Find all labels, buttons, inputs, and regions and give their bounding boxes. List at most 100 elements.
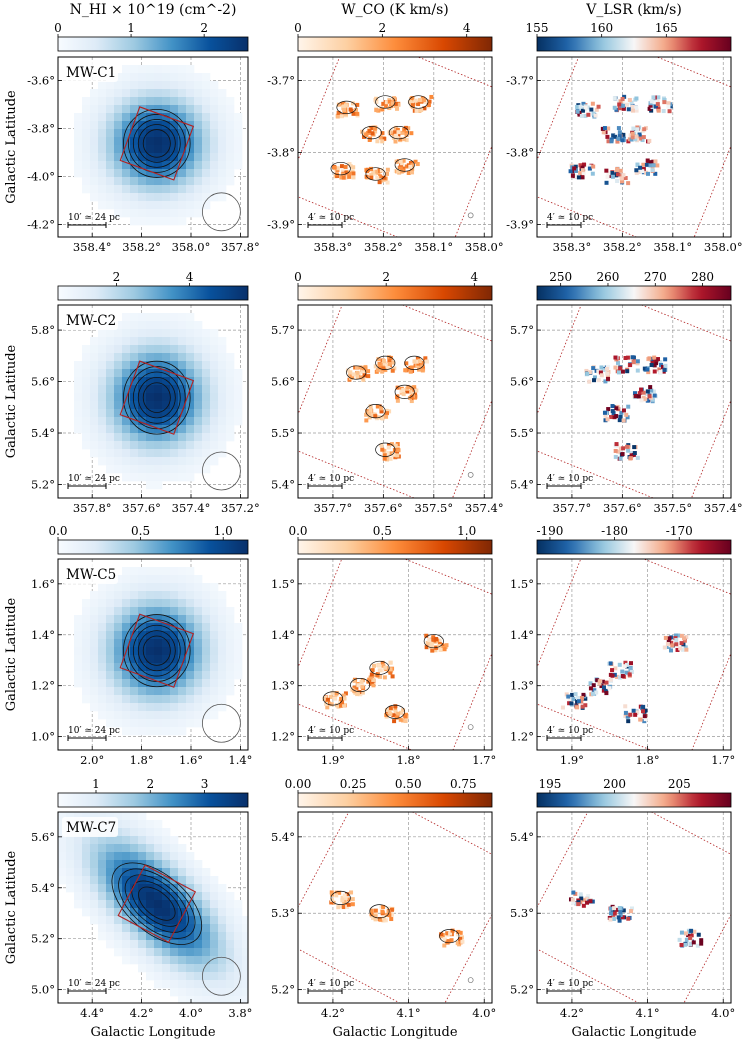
x-tick-label: 358.0°	[704, 240, 743, 254]
region-name-label: MW-C2	[66, 313, 116, 329]
scalebar-label: 4′ ≃ 10 pc	[308, 213, 354, 223]
colorbar-tick-label: 2	[382, 270, 390, 284]
colorbar-tick-label: 1.0	[214, 524, 233, 538]
x-tick-label: 358.3°	[314, 240, 353, 254]
colorbar-tick-label: 195	[538, 777, 561, 791]
scalebar-label: 10′ ≃ 24 pc	[68, 474, 120, 484]
y-tick-label: 5.4°	[271, 477, 295, 491]
y-tick-label: 5.2°	[31, 477, 55, 491]
2|hi-colorbar: 0.0 0.5 1.0	[48, 524, 249, 555]
y-tick-label: 1.5°	[510, 577, 534, 591]
x-tick-label: 357.6°	[364, 501, 403, 515]
y-tick-label: -3.7°	[267, 73, 295, 87]
scalebar-label: 4′ ≃ 10 pc	[547, 726, 593, 736]
x-tick-label: 4.2°	[321, 1006, 345, 1020]
y-tick-label: 1.6°	[31, 577, 55, 591]
region-name-label: MW-C5	[66, 567, 116, 583]
x-tick-label: 1.6°	[179, 753, 203, 767]
x-tick-label: 357.6°	[603, 501, 642, 515]
panel-mw-c5-vel: 1.9° 1.8° 1.7° 1.5° 1.4° 1.3° 1.2° 4′ ≃ 10 pc	[510, 558, 735, 767]
x-tick-label: 1.8°	[130, 753, 154, 767]
vel-column-title: V_LSR (km/s)	[585, 2, 682, 18]
x-tick-label: 1.9°	[560, 753, 584, 767]
colorbar-tick-label: 280	[691, 270, 714, 284]
x-tick-label: 357.4°	[465, 501, 504, 515]
x-tick-label: 1.8°	[636, 753, 660, 767]
x-tick-label: 357.4°	[704, 501, 743, 515]
3|vel-colorbar: 195 200 205	[536, 777, 732, 808]
x-axis-label: Galactic Longitude	[332, 1025, 457, 1040]
colorbar-tick-label: -190	[536, 524, 563, 538]
x-tick-label: 4.0°	[711, 1006, 735, 1020]
y-tick-label: -3.9°	[267, 217, 295, 231]
1|co-colorbar: 0 2 4	[294, 270, 493, 301]
colorbar-tick-label: 0	[294, 21, 302, 35]
y-tick-label: -3.9°	[506, 217, 534, 231]
y-tick-label: 5.5°	[510, 426, 534, 440]
panel-mw-c1-vel: 358.3° 358.2° 358.1° 358.0° -3.7° -3.8° -3.9° 4…	[506, 56, 743, 254]
colorbar-tick-label: 0.5	[373, 524, 392, 538]
x-tick-label: 4.4°	[80, 1006, 104, 1020]
x-tick-label: 2.0°	[80, 753, 104, 767]
x-tick-label: 1.9°	[321, 753, 345, 767]
colorbar-tick-label: 0.0	[48, 524, 67, 538]
colorbar-tick-label: 2	[200, 21, 208, 35]
panel-mw-c2-hi: 357.8° 357.6° 357.4° 357.2° 5.8° 5.6° 5.4° 5.2°…	[31, 304, 260, 515]
x-tick-label: 1.8°	[397, 753, 421, 767]
colorbar-tick-label: 0	[54, 21, 62, 35]
x-tick-label: 4.0°	[179, 1006, 203, 1020]
colorbar-tick-label: 0	[294, 270, 302, 284]
region-name-label: MW-C7	[66, 820, 116, 836]
panel-mw-c7-co: 4.2° 4.1° 4.0° 5.4° 5.3° 5.2° 4′ ≃ 10 pc	[271, 811, 496, 1020]
y-tick-label: 5.3°	[510, 906, 534, 920]
x-tick-label: 357.2°	[221, 501, 260, 515]
y-tick-label: 5.2°	[271, 983, 295, 997]
colorbar-tick-label: 4	[471, 270, 479, 284]
y-tick-label: 5.4°	[510, 477, 534, 491]
x-tick-label: 4.2°	[130, 1006, 154, 1020]
hi-column-title: N_HI × 10^19 (cm^-2)	[70, 2, 237, 18]
y-tick-label: 5.6°	[271, 375, 295, 389]
scalebar-label: 4′ ≃ 10 pc	[547, 213, 593, 223]
y-tick-label: 5.4°	[31, 426, 55, 440]
x-tick-label: 357.7°	[314, 501, 353, 515]
y-tick-label: 5.4°	[31, 881, 55, 895]
x-tick-label: 358.3°	[553, 240, 592, 254]
panel-mw-c5-co: 1.9° 1.8° 1.7° 1.5° 1.4° 1.3° 1.2° 4′ ≃ 10 pc	[271, 558, 496, 767]
panel-mw-c5-hi: 2.0° 1.8° 1.6° 1.4° 1.6° 1.4° 1.2° 1.0° 10′ ≃ 24…	[31, 558, 252, 767]
region-name-label: MW-C1	[66, 65, 116, 81]
x-tick-label: 357.4°	[172, 501, 211, 515]
y-tick-label: 1.2°	[271, 730, 295, 744]
y-tick-label: 5.0°	[31, 983, 55, 997]
y-tick-label: 5.5°	[271, 426, 295, 440]
x-tick-label: 358.2°	[122, 240, 161, 254]
colorbar-tick-label: 155	[526, 21, 549, 35]
colorbar-tick-label: 205	[668, 777, 691, 791]
x-tick-label: 358.4°	[73, 240, 112, 254]
x-tick-label: 358.0°	[172, 240, 211, 254]
y-tick-label: -4.0°	[27, 169, 55, 183]
y-tick-label: 1.5°	[271, 577, 295, 591]
colorbar-tick-label: 4	[186, 270, 194, 284]
colorbar-tick-label: 0.0	[288, 524, 307, 538]
panel-mw-c1-hi: 358.4° 358.2° 358.0° 357.8° -3.6° -3.8° -4.0° -…	[27, 56, 260, 254]
y-tick-label: 1.0°	[31, 730, 55, 744]
0|vel-colorbar: 155 160 165	[526, 21, 732, 52]
x-tick-label: 357.8°	[73, 501, 112, 515]
x-tick-label: 357.7°	[553, 501, 592, 515]
y-tick-label: -3.6°	[27, 73, 55, 87]
colorbar-tick-label: 1	[92, 777, 100, 791]
scalebar-label: 10′ ≃ 24 pc	[68, 726, 120, 736]
y-tick-label: 5.7°	[271, 323, 295, 337]
x-tick-label: 357.8°	[221, 240, 260, 254]
colorbar-tick-label: 4	[463, 21, 471, 35]
colorbar-tick-label: 160	[590, 21, 613, 35]
colorbar-tick-label: -170	[666, 524, 693, 538]
y-tick-label: 1.2°	[31, 679, 55, 693]
colorbar-tick-label: -180	[601, 524, 628, 538]
y-axis-label: Galactic Latitude	[4, 344, 19, 458]
x-tick-label: 358.2°	[364, 240, 403, 254]
x-tick-label: 1.7°	[711, 753, 735, 767]
y-tick-label: -4.2°	[27, 217, 55, 231]
